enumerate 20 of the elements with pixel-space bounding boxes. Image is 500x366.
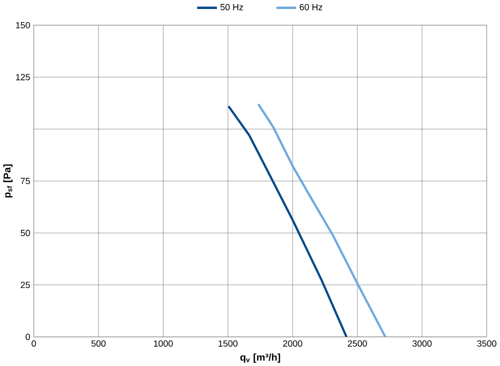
legend-label: 60 Hz (300, 4, 322, 10)
x-tick-label: 3500 (477, 340, 496, 347)
y-tick-label: 75 (20, 178, 30, 184)
line-series (257, 103, 386, 337)
x-tick-label: 2000 (283, 340, 302, 347)
x-tick-label: 500 (91, 340, 106, 347)
y-axis-title: p$_{sf}$ [Pa] (3, 164, 13, 198)
x-tick-label: 0 (32, 340, 36, 347)
y-tick-label: 125 (16, 74, 30, 80)
y-tick-label: 0 (26, 334, 30, 340)
x-tick-label: 1000 (154, 340, 173, 347)
x-axis-title: q$_{v}$ [m³/h] (240, 353, 280, 363)
y-tick-label: 150 (16, 22, 30, 28)
y-tick-label: 50 (20, 230, 30, 236)
x-tick-label: 2500 (348, 340, 367, 347)
y-tick-label: 25 (20, 282, 30, 288)
line-series (227, 105, 348, 337)
x-tick-label: 3000 (412, 340, 432, 347)
x-tick-label: 1500 (218, 340, 238, 347)
legend-label: 50 Hz (220, 4, 243, 10)
